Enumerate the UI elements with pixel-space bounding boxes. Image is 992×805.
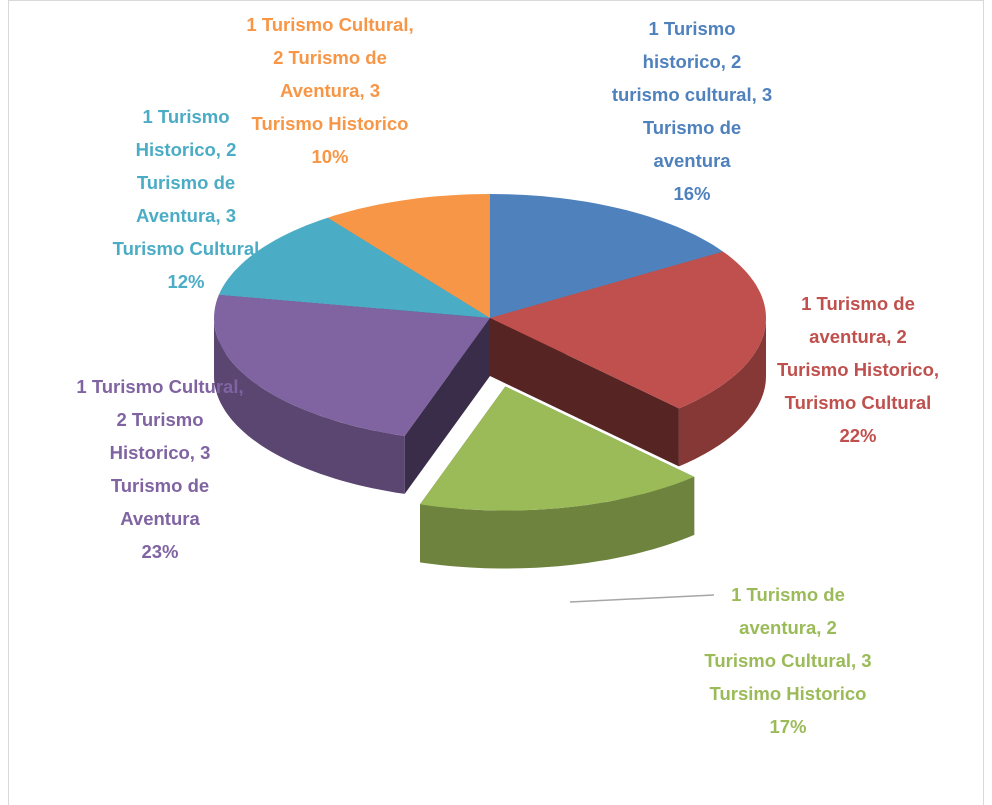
chart-border bbox=[8, 0, 984, 805]
slice-edge bbox=[420, 476, 695, 569]
pie-slice bbox=[490, 251, 766, 409]
data-label: 1 Turismo Cultural, 2 Turismo Historico,… bbox=[75, 370, 245, 568]
value-label: 23% bbox=[141, 541, 179, 562]
category-label: 1 Turismo historico, 2 turismo cultural,… bbox=[611, 18, 773, 171]
data-label: 1 Turismo de aventura, 2 Turismo Cultura… bbox=[703, 578, 873, 743]
leader-line bbox=[569, 594, 715, 603]
pie-slice bbox=[420, 386, 695, 511]
value-label: 17% bbox=[769, 716, 807, 737]
category-label: 1 Turismo de aventura, 2 Turismo Cultura… bbox=[704, 584, 872, 704]
pie-slice bbox=[214, 294, 490, 436]
pie-tops bbox=[214, 194, 766, 511]
value-label: 10% bbox=[311, 146, 349, 167]
data-label: 1 Turismo Historico, 2 Turismo de Aventu… bbox=[101, 100, 271, 298]
pie-slice bbox=[327, 194, 490, 318]
slice-wall bbox=[490, 318, 679, 467]
category-label: 1 Turismo de aventura, 2 Turismo Histori… bbox=[776, 293, 940, 413]
value-label: 12% bbox=[167, 271, 205, 292]
value-label: 16% bbox=[673, 183, 711, 204]
data-label: 1 Turismo historico, 2 turismo cultural,… bbox=[607, 12, 777, 210]
pie-slice bbox=[490, 194, 723, 318]
slice-edge bbox=[214, 318, 405, 494]
data-label: 1 Turismo Cultural, 2 Turismo de Aventur… bbox=[245, 8, 415, 173]
category-label: 1 Turismo Cultural, 2 Turismo de Aventur… bbox=[246, 14, 414, 134]
pie-slice bbox=[218, 217, 490, 318]
data-label: 1 Turismo de aventura, 2 Turismo Histori… bbox=[773, 287, 943, 452]
category-label: 1 Turismo Cultural, 2 Turismo Historico,… bbox=[76, 376, 244, 529]
value-label: 22% bbox=[839, 425, 877, 446]
slice-edge bbox=[678, 318, 766, 467]
category-label: 1 Turismo Historico, 2 Turismo de Aventu… bbox=[112, 106, 260, 259]
